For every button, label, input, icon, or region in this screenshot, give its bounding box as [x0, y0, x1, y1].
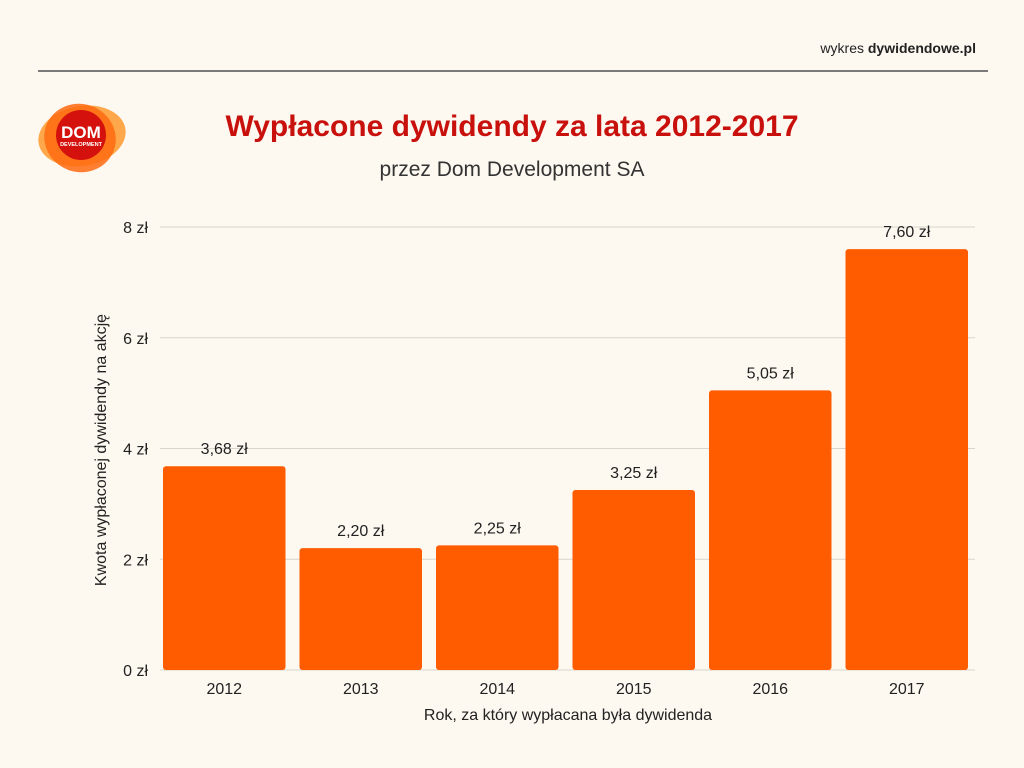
x-tick-label-2017: 2017: [889, 681, 925, 698]
bars: [163, 249, 968, 670]
y-tick-label: 2 zł: [123, 552, 148, 569]
logo-text-dom: DOM: [61, 123, 101, 142]
bar-2014: [436, 545, 559, 670]
logo-text-development: DEVELOPMENT: [60, 142, 103, 148]
x-axis-ticks: 2012 2013 2014 2015 2016 2017: [206, 681, 924, 698]
x-axis-title: Rok, za który wypłacana była dywidenda: [424, 707, 712, 724]
header-divider: [38, 70, 988, 72]
brand-credit: wykres dywidendowe.pl: [820, 40, 976, 56]
data-label-2015: 3,25 zł: [610, 465, 658, 482]
data-label-2017: 7,60 zł: [883, 224, 931, 241]
chart-subtitle: przez Dom Development SA: [379, 158, 645, 181]
brand-name: dywidendowe.pl: [867, 40, 976, 56]
y-axis-title: Kwota wypłaconej dywidendy na akcję: [93, 314, 110, 586]
data-labels: 3,68 zł 2,20 zł 2,25 zł 3,25 zł 5,05 zł 7,60 …: [201, 224, 931, 540]
x-tick-label-2015: 2015: [616, 681, 652, 698]
brand-prefix: wykres: [820, 40, 864, 56]
dom-development-logo: DOM DEVELOPMENT: [38, 103, 126, 173]
y-tick-label: 6 zł: [123, 331, 148, 348]
data-label-2012: 3,68 zł: [201, 441, 249, 458]
y-tick-label: 0 zł: [123, 663, 148, 680]
data-label-2016: 5,05 zł: [747, 365, 795, 382]
bar-2017: [845, 249, 968, 670]
bar-2013: [299, 548, 422, 670]
bar-2015: [572, 490, 695, 670]
chart-title: Wypłacone dywidendy za lata 2012-2017: [225, 110, 799, 143]
bar-2012: [163, 466, 286, 670]
y-tick-label: 4 zł: [123, 442, 148, 459]
gridlines: [160, 226, 975, 671]
x-tick-label-2013: 2013: [343, 681, 379, 698]
x-tick-label-2012: 2012: [206, 681, 242, 698]
y-tick-label: 8 zł: [123, 220, 148, 237]
y-axis-ticks: 0 zł 2 zł 4 zł 6 zł 8 zł: [123, 220, 148, 680]
x-tick-label-2014: 2014: [479, 681, 515, 698]
bar-2016: [709, 390, 832, 670]
data-label-2014: 2,25 zł: [474, 520, 522, 537]
x-tick-label-2016: 2016: [752, 681, 788, 698]
data-label-2013: 2,20 zł: [337, 523, 385, 540]
